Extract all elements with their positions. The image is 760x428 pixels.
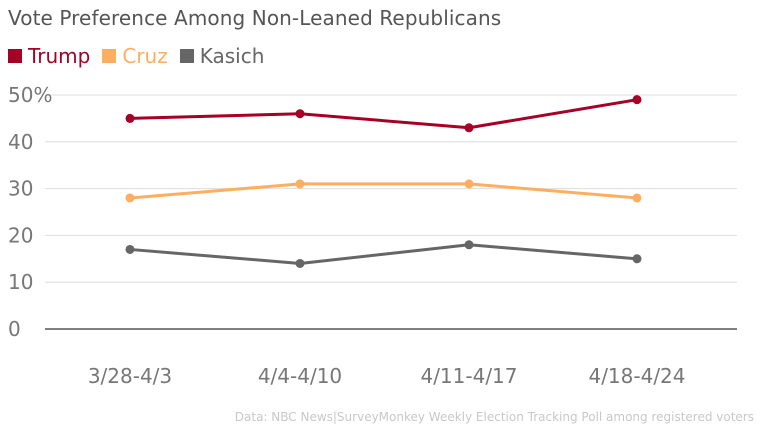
data-point-kasich (295, 258, 305, 268)
data-point-cruz (295, 179, 305, 189)
y-tick-label: 50% (8, 83, 52, 107)
data-point-cruz (464, 179, 474, 189)
legend-item-cruz: Cruz (102, 44, 168, 68)
y-tick-label: 40 (8, 130, 33, 154)
legend: Trump Cruz Kasich (8, 44, 276, 68)
legend-swatch-cruz (102, 49, 117, 63)
x-tick-label: 4/18-4/24 (588, 364, 685, 388)
data-point-kasich (464, 240, 474, 250)
legend-label-trump: Trump (28, 44, 91, 68)
series-line-kasich (129, 243, 638, 265)
legend-item-trump: Trump (8, 44, 90, 68)
series-line-cruz (129, 182, 638, 200)
x-tick-label: 4/11-4/17 (420, 364, 517, 388)
data-point-trump (632, 95, 642, 105)
y-tick-label: 30 (8, 177, 33, 201)
x-axis-ticks: 3/28-4/3 4/4-4/10 4/11-4/17 4/18-4/24 (88, 364, 686, 388)
legend-swatch-trump (8, 49, 22, 63)
series-line-trump (129, 98, 638, 130)
y-tick-label: 10 (8, 270, 33, 294)
y-tick-label: 20 (8, 223, 33, 247)
data-point-kasich (632, 254, 642, 264)
legend-item-kasich: Kasich (179, 44, 265, 68)
data-point-trump (295, 109, 305, 119)
data-point-cruz (632, 193, 642, 203)
x-tick-label: 3/28-4/3 (88, 364, 172, 388)
data-point-cruz (125, 193, 135, 203)
legend-swatch-kasich (179, 49, 194, 63)
source-note: Data: NBC News|SurveyMonkey Weekly Elect… (234, 410, 754, 424)
legend-label-kasich: Kasich (199, 44, 265, 68)
series-lines (125, 95, 642, 268)
y-axis-ticks: 0 10 20 30 40 50% (8, 83, 52, 341)
data-point-trump (125, 113, 135, 123)
data-point-kasich (125, 244, 135, 254)
gridlines (45, 94, 737, 330)
x-tick-label: 4/4-4/10 (258, 364, 342, 388)
y-tick-label: 0 (8, 317, 21, 341)
legend-label-cruz: Cruz (122, 44, 168, 68)
data-point-trump (464, 123, 474, 133)
chart-title: Vote Preference Among Non-Leaned Republi… (8, 6, 502, 30)
